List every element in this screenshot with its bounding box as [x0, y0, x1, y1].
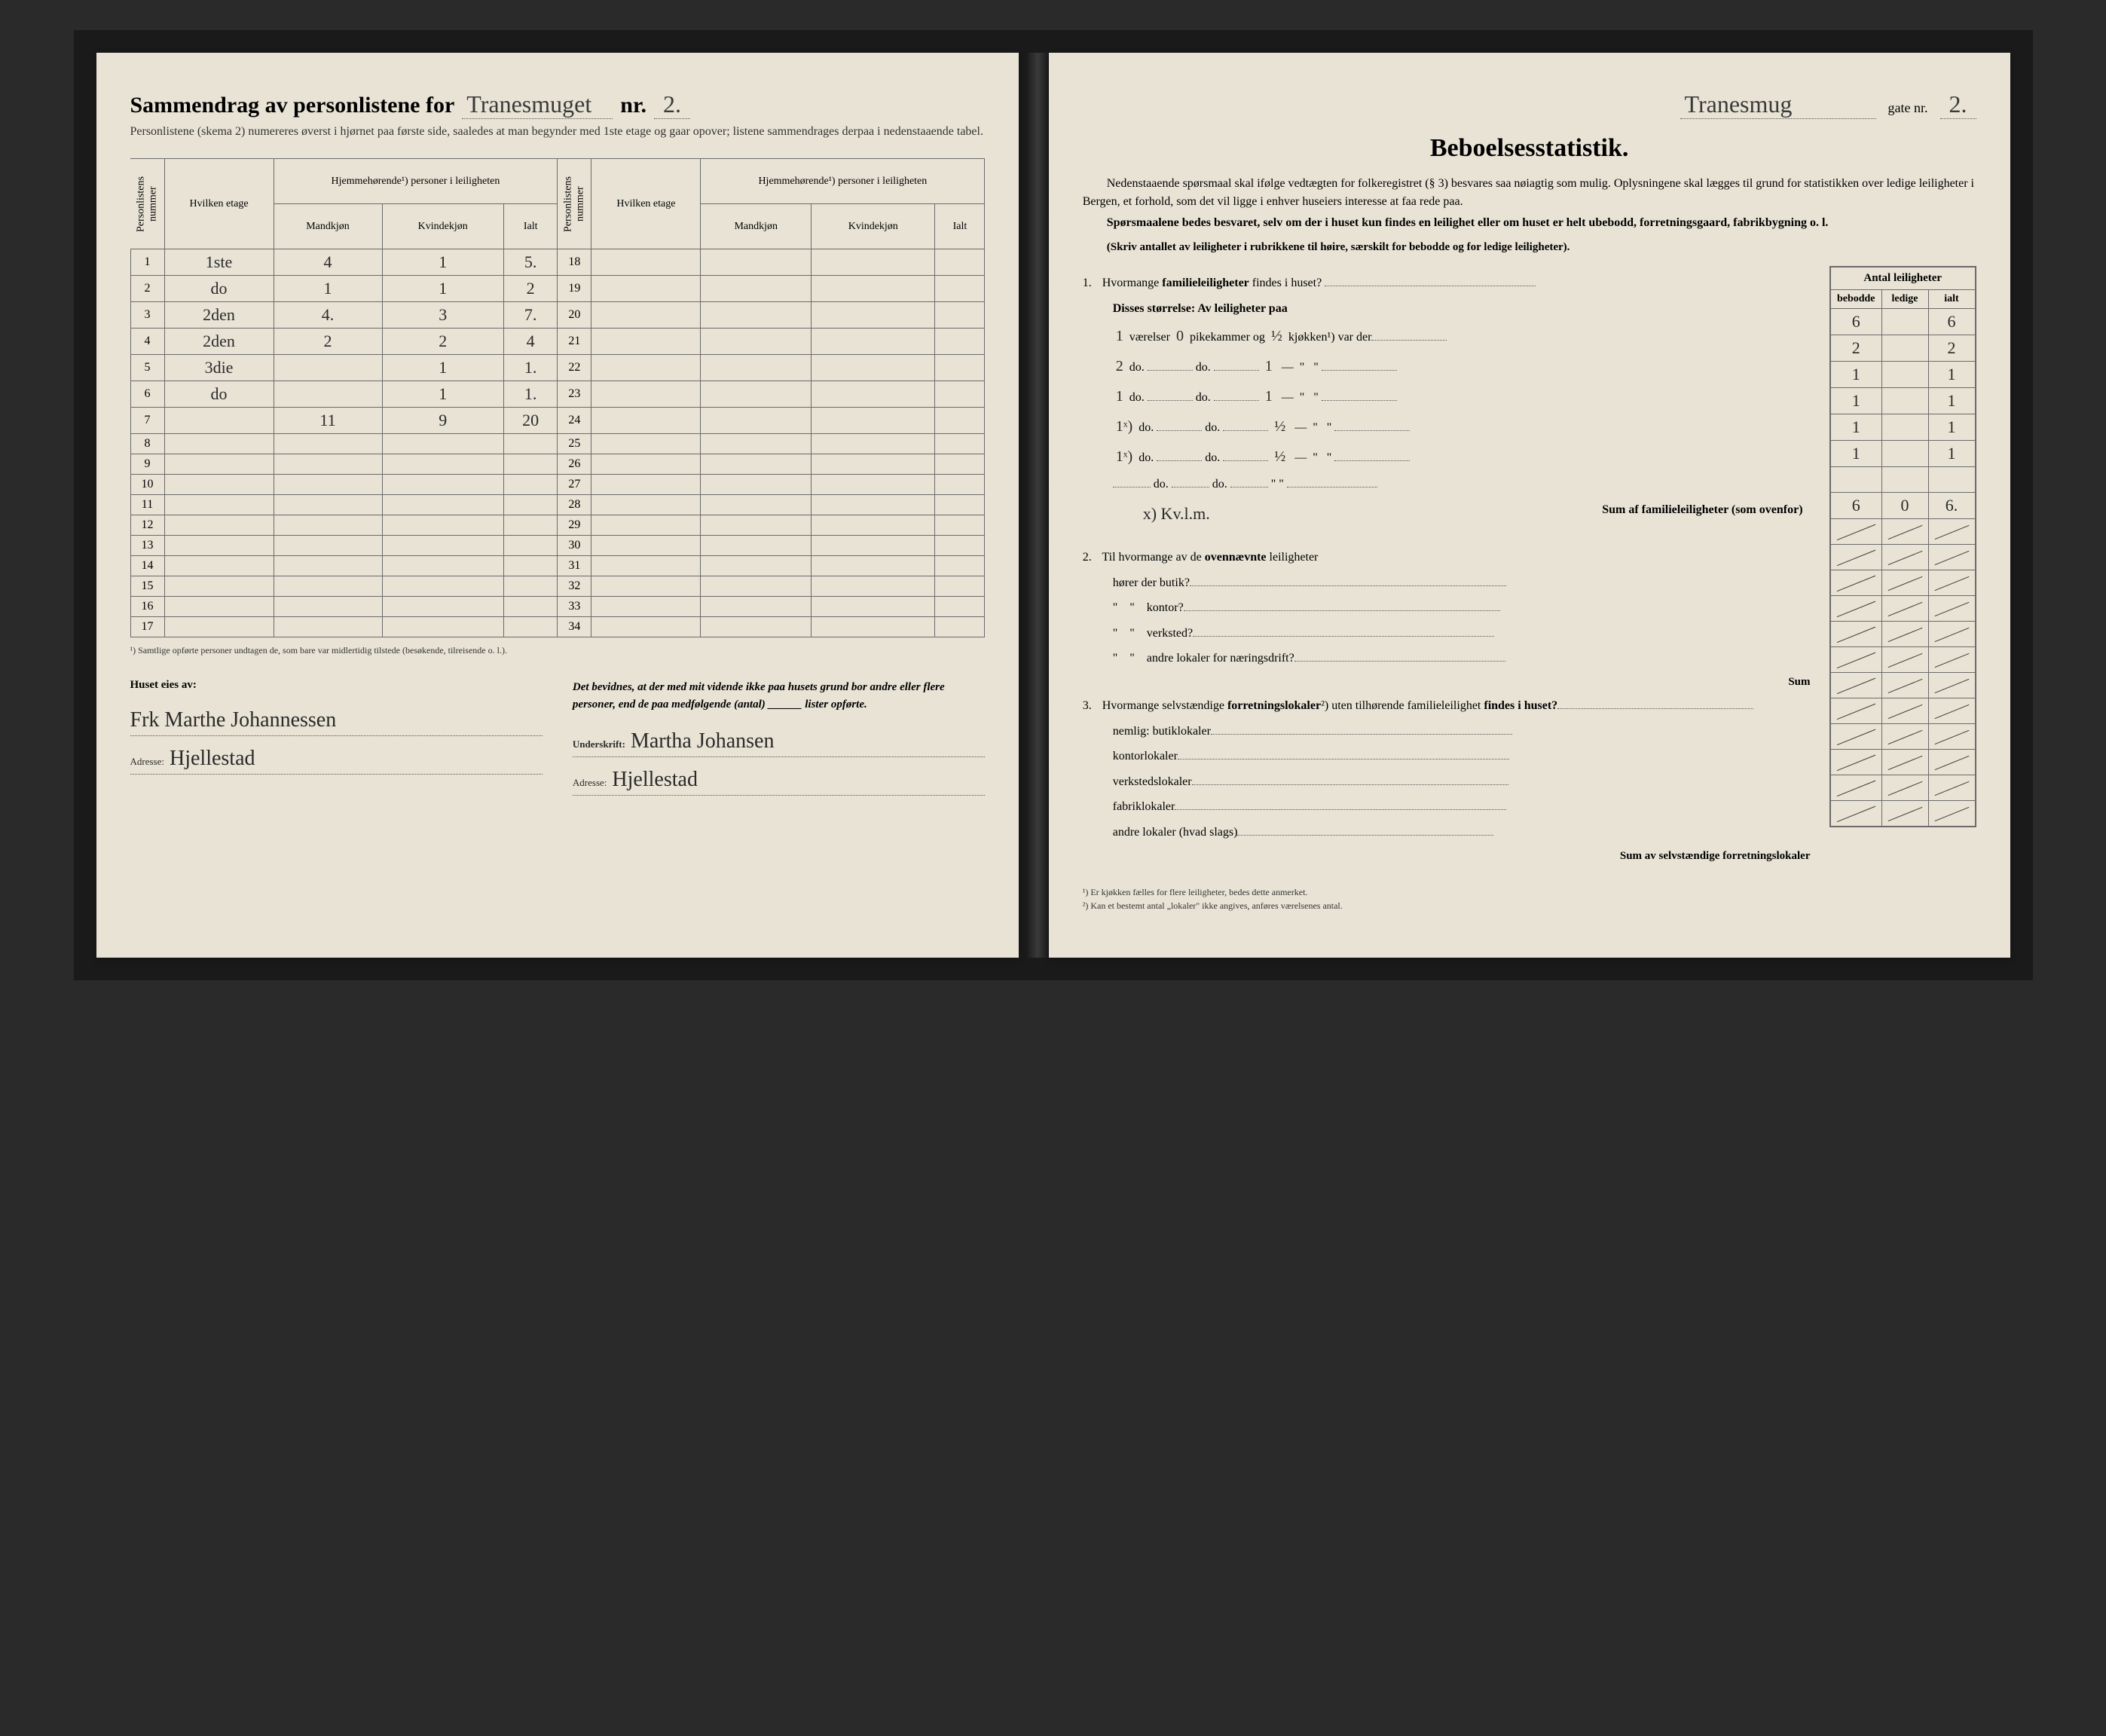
- th-kvindekjon-2: Kvindekjøn: [812, 204, 935, 249]
- q1-text: Hvormange familieleiligheter findes i hu…: [1102, 277, 1322, 289]
- right-street-hand: Tranesmug: [1680, 90, 1876, 119]
- antal-row: 11: [1830, 414, 1975, 441]
- addr2-line: Adresse: Hjellestad: [573, 765, 985, 796]
- owner-addr-value: Hjellestad: [170, 747, 255, 770]
- cert-text: Det bevidnes, at der med mit vidende ikk…: [573, 679, 985, 713]
- owner-column: Huset eies av: Frk Marthe Johannessen Ad…: [130, 679, 543, 803]
- table-row: 42den22421: [130, 329, 985, 355]
- right-page: Tranesmug gate nr. 2. Beboelsesstatistik…: [1049, 53, 2010, 958]
- owner-label: Huset eies av:: [130, 679, 543, 692]
- th-hjemme-2: Hjemmehørende¹) personer i leiligheten: [701, 159, 985, 204]
- antal-row: [1830, 467, 1975, 493]
- owner-addr-label: Adresse:: [130, 756, 165, 767]
- antal-row: 66: [1830, 309, 1975, 335]
- table-row: 1532: [130, 576, 985, 597]
- antal-row: [1830, 596, 1975, 622]
- table-row: 1229: [130, 515, 985, 536]
- gate-nr: 2.: [1940, 90, 1976, 119]
- col-bebodde: bebodde: [1830, 290, 1881, 309]
- antal-row: [1830, 570, 1975, 596]
- book-spine: [1026, 53, 1048, 958]
- antal-head: Antal leiligheter: [1830, 267, 1975, 290]
- q2-text: Til hvormange av de ovennævnte leilighet…: [1102, 551, 1318, 564]
- street-name-hand: Tranesmuget: [462, 90, 613, 119]
- table-row: 1128: [130, 495, 985, 515]
- antal-row: 606.: [1830, 493, 1975, 519]
- undersk-label: Underskrift:: [573, 738, 625, 750]
- antal-row: [1830, 698, 1975, 724]
- left-page: Sammendrag av personlistene for Tranesmu…: [96, 53, 1019, 958]
- table-row: 53die11.22: [130, 355, 985, 381]
- table-row: 11ste415.18: [130, 249, 985, 276]
- foot2: ²) Kan et bestemt antal „lokaler" ikke a…: [1083, 899, 1976, 912]
- nr-label: nr.: [620, 93, 646, 118]
- table-row: 71192024: [130, 408, 985, 434]
- table-row: 1330: [130, 536, 985, 556]
- antal-row: [1830, 545, 1975, 570]
- right-title: Beboelsesstatistik.: [1083, 134, 1976, 163]
- antal-row: [1830, 673, 1975, 698]
- antal-box: Antal leiligheter bebodde ledige ialt 66…: [1829, 266, 1976, 827]
- margin-note: x) Kv.l.m.: [1143, 504, 1210, 523]
- antal-row: 22: [1830, 335, 1975, 362]
- antal-row: 11: [1830, 362, 1975, 388]
- th-personlistens-nummer-2: Personlistens nummer: [558, 159, 591, 249]
- table-row: 2do11219: [130, 276, 985, 302]
- stats-area: Antal leiligheter bebodde ledige ialt 66…: [1083, 274, 1976, 863]
- antal-row: [1830, 519, 1975, 545]
- antal-row: 11: [1830, 388, 1975, 414]
- col-ialt: ialt: [1928, 290, 1975, 309]
- th-hvilken-etage: Hvilken etage: [164, 159, 274, 249]
- table-row: 926: [130, 454, 985, 475]
- antal-row: [1830, 622, 1975, 647]
- intro-1: Nedenstaaende spørsmaal skal ifølge vedt…: [1083, 175, 1976, 211]
- table-row: 1734: [130, 617, 985, 637]
- left-footnote-1: ¹) Samtlige opførte personer undtagen de…: [130, 645, 986, 656]
- th-hvilken-etage-2: Hvilken etage: [591, 159, 701, 249]
- antal-table: Antal leiligheter bebodde ledige ialt 66…: [1830, 267, 1976, 827]
- title-prefix: Sammendrag av personlistene for: [130, 93, 455, 118]
- intro-2: Spørsmaalene bedes besvaret, selv om der…: [1083, 214, 1976, 232]
- sum3: Sum av selvstændige forretningslokaler: [1083, 850, 1976, 863]
- paren-note: (Skriv antallet av leiligheter i rubrikk…: [1083, 240, 1976, 255]
- person-summary-table: Personlistens nummer Hvilken etage Hjemm…: [130, 158, 986, 637]
- undersk-value: Martha Johansen: [631, 729, 775, 753]
- foot1: ¹) Er kjøkken fælles for flere leilighet…: [1083, 885, 1976, 899]
- antal-row: [1830, 647, 1975, 673]
- nr-value: 2.: [654, 90, 690, 119]
- owner-address: Adresse: Hjellestad: [130, 744, 543, 775]
- q3-text: Hvormange selvstændige forretningslokale…: [1102, 699, 1557, 712]
- th-hjemme-1: Hjemmehørende¹) personer i leiligheten: [274, 159, 558, 204]
- table-row: 1633: [130, 597, 985, 617]
- th-kvindekjon-1: Kvindekjøn: [382, 204, 503, 249]
- addr2-label: Adresse:: [573, 777, 607, 788]
- table-row: 6do11.23: [130, 381, 985, 408]
- antal-row: 11: [1830, 441, 1975, 467]
- gate-label: gate nr.: [1888, 100, 1928, 116]
- th-ialt-2: Ialt: [935, 204, 985, 249]
- antal-row: [1830, 775, 1975, 801]
- document-spread: Sammendrag av personlistene for Tranesmu…: [74, 30, 2033, 980]
- left-title: Sammendrag av personlistene for Tranesmu…: [130, 90, 986, 119]
- certify-column: Det bevidnes, at der med mit vidende ikk…: [573, 679, 985, 803]
- table-row: 1431: [130, 556, 985, 576]
- right-header: Tranesmug gate nr. 2.: [1083, 90, 1976, 119]
- th-personlistens-nummer: Personlistens nummer: [130, 159, 164, 249]
- antal-row: [1830, 724, 1975, 750]
- th-mandkjon-2: Mandkjøn: [701, 204, 812, 249]
- antal-row: [1830, 750, 1975, 775]
- th-ialt-1: Ialt: [503, 204, 557, 249]
- th-mandkjon-1: Mandkjøn: [274, 204, 382, 249]
- table-row: 825: [130, 434, 985, 454]
- antal-row: [1830, 801, 1975, 827]
- addr2-value: Hjellestad: [612, 768, 698, 791]
- col-ledige: ledige: [1881, 290, 1928, 309]
- table-row: 1027: [130, 475, 985, 495]
- left-subtitle: Personlistene (skema 2) numereres øverst…: [130, 124, 986, 140]
- table-row: 32den4.37.20: [130, 302, 985, 329]
- underskrift-line: Underskrift: Martha Johansen: [573, 726, 985, 757]
- foot-right: ¹) Er kjøkken fælles for flere leilighet…: [1083, 885, 1976, 912]
- left-bottom-block: Huset eies av: Frk Marthe Johannessen Ad…: [130, 679, 986, 803]
- owner-signature: Frk Marthe Johannessen: [130, 705, 543, 736]
